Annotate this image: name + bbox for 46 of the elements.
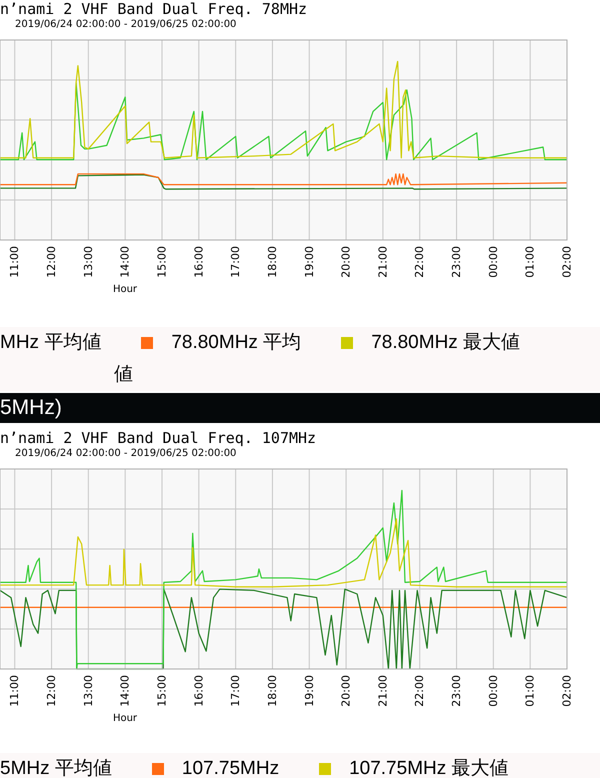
x-tick-label: 01:00 bbox=[524, 246, 537, 278]
x-tick-label: 13:00 bbox=[82, 675, 95, 707]
x-tick-label: 19:00 bbox=[302, 246, 316, 278]
x-tick-label: 23:00 bbox=[450, 246, 464, 278]
x-tick-label: 20:00 bbox=[340, 246, 353, 278]
x-tick-label: 16:00 bbox=[192, 246, 206, 278]
x-tick-label: 11:00 bbox=[8, 246, 22, 278]
x-tick-label: 17:00 bbox=[229, 675, 242, 707]
x-tick-label: 16:00 bbox=[192, 675, 206, 707]
text: 5MHz) bbox=[0, 393, 600, 423]
x-tick-label: 00:00 bbox=[486, 246, 500, 278]
x-axis-title: Hour bbox=[112, 713, 138, 724]
x-tick-label: 13:00 bbox=[82, 246, 95, 278]
x-tick-label: 12:00 bbox=[45, 675, 58, 707]
x-tick-label: 23:00 bbox=[450, 675, 464, 707]
x-tick-label: 15:00 bbox=[156, 246, 168, 278]
chart-subtitle: 2019/06/24 02:00:00 - 2019/06/25 02:00:00 bbox=[14, 447, 238, 461]
x-tick-label: 01:00 bbox=[524, 675, 537, 707]
x-tick-label: 02:00 bbox=[560, 246, 574, 278]
text: 値 bbox=[113, 363, 134, 387]
x-axis-title: Hour bbox=[112, 284, 138, 295]
x-tick-label: 19:00 bbox=[302, 675, 316, 707]
legend-label: 107.75MHz 最大値 bbox=[349, 757, 509, 778]
x-tick-label: 18:00 bbox=[266, 246, 279, 278]
x-tick-label: 20:00 bbox=[340, 675, 353, 707]
text: 5MHz 平均値 bbox=[0, 757, 112, 778]
x-tick-label: 18:00 bbox=[266, 675, 279, 707]
text: MHz 平均値 bbox=[0, 331, 102, 355]
chart-title: n’nami 2 VHF Band Dual Freq. 78MHz bbox=[0, 0, 308, 18]
legend-label: 107.75MHz bbox=[182, 757, 280, 778]
x-tick-label: 14:00 bbox=[118, 246, 132, 278]
legend-label: 78.80MHz 平均 bbox=[171, 331, 302, 355]
x-tick-label: 21:00 bbox=[376, 246, 390, 278]
x-tick-label: 12:00 bbox=[45, 246, 58, 278]
chart-subtitle: 2019/06/24 02:00:00 - 2019/06/25 02:00:00 bbox=[14, 18, 238, 32]
x-tick-label: 14:00 bbox=[118, 675, 132, 707]
x-tick-label: 02:00 bbox=[560, 675, 574, 707]
x-tick-label: 11:00 bbox=[8, 675, 22, 707]
x-tick-label: 17:00 bbox=[229, 246, 242, 278]
chart-title: n’nami 2 VHF Band Dual Freq. 107MHz bbox=[0, 429, 318, 447]
x-tick-label: 21:00 bbox=[376, 675, 390, 707]
x-tick-label: 15:00 bbox=[156, 675, 168, 707]
x-tick-label: 00:00 bbox=[486, 675, 500, 707]
legend-label: 78.80MHz 最大値 bbox=[371, 331, 520, 355]
x-tick-label: 22:00 bbox=[413, 675, 426, 707]
x-tick-label: 22:00 bbox=[413, 246, 426, 278]
